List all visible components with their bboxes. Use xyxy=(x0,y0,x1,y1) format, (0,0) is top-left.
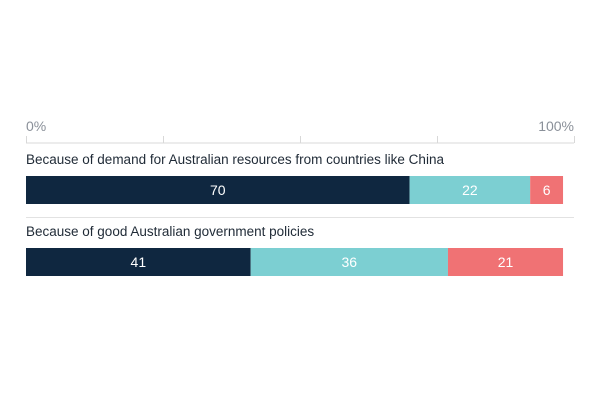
bar-segment xyxy=(530,176,564,204)
data-label: 22 xyxy=(462,182,478,198)
bar-segment xyxy=(250,248,448,276)
bar-segment xyxy=(447,248,564,276)
category-label: Because of good Australian government po… xyxy=(26,224,314,239)
bar-segment xyxy=(26,176,410,204)
bar-segment xyxy=(409,176,531,204)
x-tick-label-start: 0% xyxy=(26,118,46,134)
bars-layer: Because of demand for Australian resourc… xyxy=(26,152,574,276)
data-label: 70 xyxy=(210,182,226,198)
x-axis: 0% 100% xyxy=(26,118,575,144)
data-label: 41 xyxy=(131,254,147,270)
data-label: 6 xyxy=(543,182,551,198)
x-tick-label-end: 100% xyxy=(538,118,574,134)
bar-group: Because of demand for Australian resourc… xyxy=(26,152,574,218)
bar-group: Because of good Australian government po… xyxy=(26,224,564,276)
category-label: Because of demand for Australian resourc… xyxy=(26,152,444,167)
bar-segment xyxy=(26,248,251,276)
data-label: 36 xyxy=(342,254,358,270)
data-label: 21 xyxy=(498,254,514,270)
